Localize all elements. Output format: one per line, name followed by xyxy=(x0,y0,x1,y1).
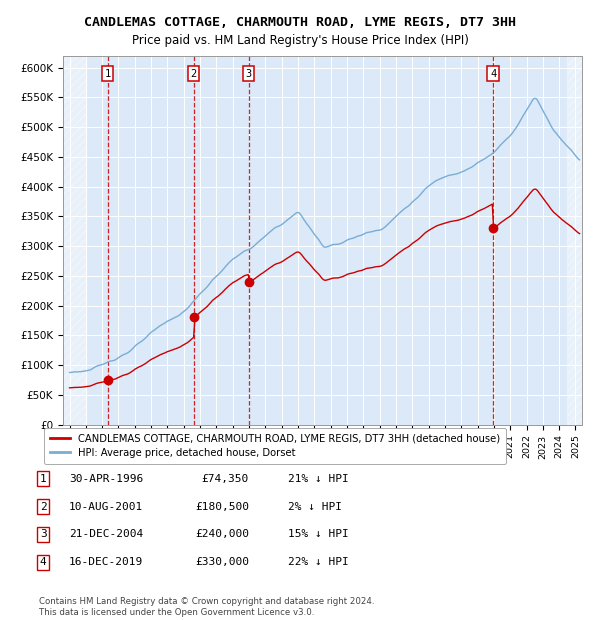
Text: 16-DEC-2019: 16-DEC-2019 xyxy=(69,557,143,567)
Text: 4: 4 xyxy=(40,557,47,567)
Text: 30-APR-1996: 30-APR-1996 xyxy=(69,474,143,484)
Text: Contains HM Land Registry data © Crown copyright and database right 2024.
This d: Contains HM Land Registry data © Crown c… xyxy=(39,598,374,617)
Text: £180,500: £180,500 xyxy=(195,502,249,512)
Text: 21-DEC-2004: 21-DEC-2004 xyxy=(69,529,143,539)
Text: 2% ↓ HPI: 2% ↓ HPI xyxy=(288,502,342,512)
Text: 22% ↓ HPI: 22% ↓ HPI xyxy=(288,557,349,567)
Text: £240,000: £240,000 xyxy=(195,529,249,539)
Text: 1: 1 xyxy=(104,69,110,79)
Text: 3: 3 xyxy=(40,529,47,539)
Text: £74,350: £74,350 xyxy=(202,474,249,484)
Text: £330,000: £330,000 xyxy=(195,557,249,567)
Text: 21% ↓ HPI: 21% ↓ HPI xyxy=(288,474,349,484)
Legend: CANDLEMAS COTTAGE, CHARMOUTH ROAD, LYME REGIS, DT7 3HH (detached house), HPI: Av: CANDLEMAS COTTAGE, CHARMOUTH ROAD, LYME … xyxy=(44,428,506,464)
Bar xyxy=(568,56,582,425)
Text: 2: 2 xyxy=(40,502,47,512)
Bar xyxy=(63,56,86,425)
Text: CANDLEMAS COTTAGE, CHARMOUTH ROAD, LYME REGIS, DT7 3HH: CANDLEMAS COTTAGE, CHARMOUTH ROAD, LYME … xyxy=(84,16,516,29)
Text: 15% ↓ HPI: 15% ↓ HPI xyxy=(288,529,349,539)
Text: 4: 4 xyxy=(490,69,496,79)
Text: 1: 1 xyxy=(40,474,47,484)
Text: 2: 2 xyxy=(191,69,197,79)
Text: Price paid vs. HM Land Registry's House Price Index (HPI): Price paid vs. HM Land Registry's House … xyxy=(131,34,469,47)
Text: 3: 3 xyxy=(245,69,251,79)
Text: 10-AUG-2001: 10-AUG-2001 xyxy=(69,502,143,512)
